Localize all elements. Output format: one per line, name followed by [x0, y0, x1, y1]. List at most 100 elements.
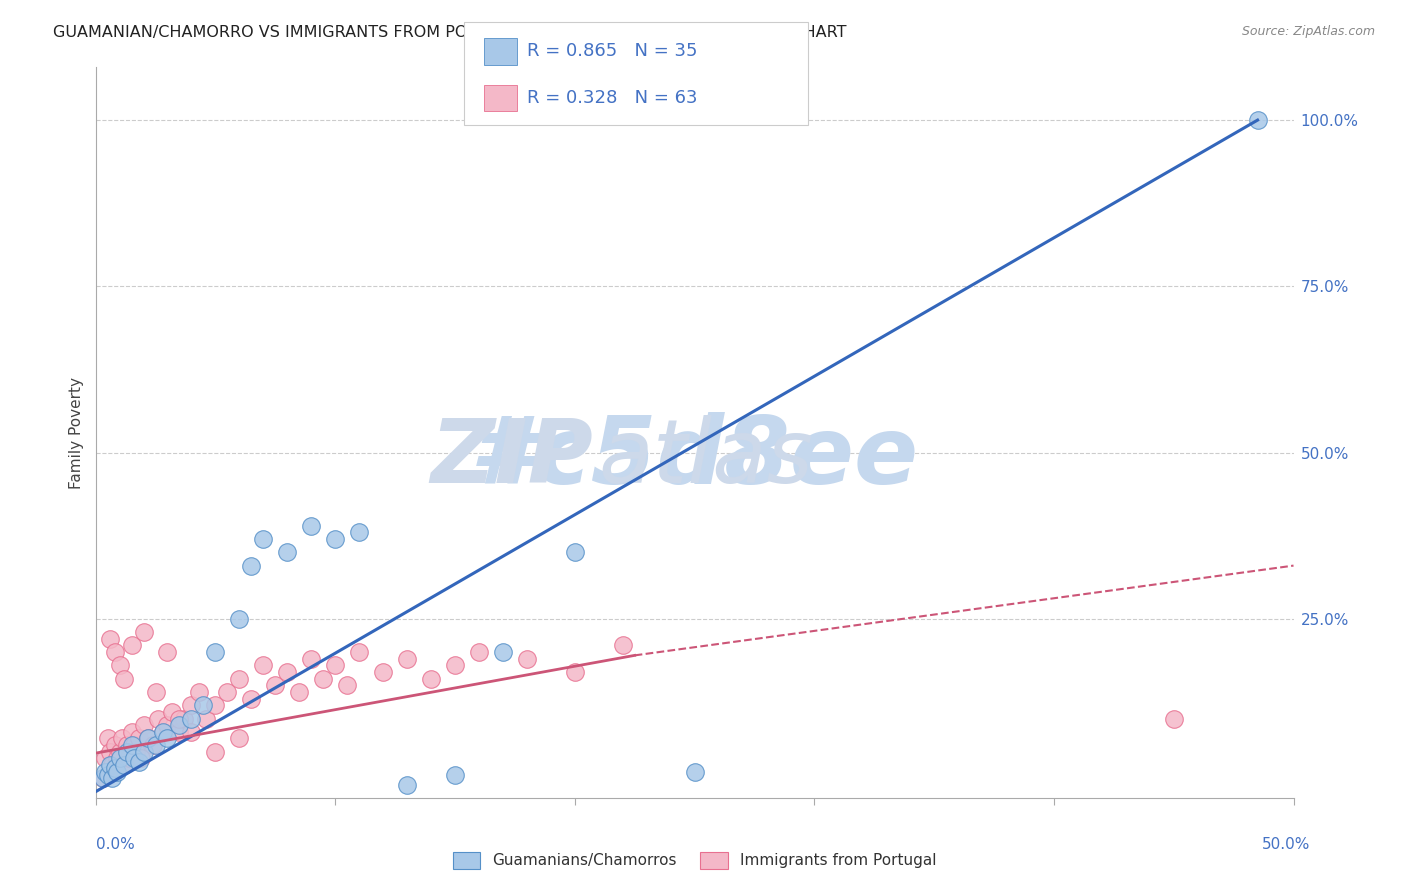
Point [492, 645, 515, 659]
Point [299, 651, 322, 665]
Point [252, 532, 274, 546]
Point [101, 758, 124, 772]
Point [94, 751, 117, 765]
Point [142, 738, 165, 752]
Point [276, 665, 298, 679]
Point [91, 772, 114, 786]
Point [169, 712, 191, 726]
Point [276, 545, 298, 559]
Point [204, 645, 226, 659]
Point [108, 745, 131, 759]
Point [136, 731, 159, 746]
Point [145, 738, 167, 752]
Point [169, 724, 191, 739]
Point [1246, 113, 1268, 128]
Point [420, 672, 443, 686]
Point [396, 778, 419, 792]
Point [146, 712, 169, 726]
Point [112, 672, 135, 686]
Text: atlas: atlas [599, 415, 814, 501]
Point [371, 665, 394, 679]
Point [396, 651, 419, 665]
Point [299, 518, 322, 533]
Point [122, 738, 145, 752]
Text: GUAMANIAN/CHAMORRO VS IMMIGRANTS FROM PORTUGAL FAMILY POVERTY CORRELATION CHART: GUAMANIAN/CHAMORRO VS IMMIGRANTS FROM PO… [53, 25, 846, 40]
Point [104, 645, 127, 659]
Point [136, 731, 159, 746]
Legend: Guamanians/Chamorros, Immigrants from Portugal: Guamanians/Chamorros, Immigrants from Po… [447, 846, 942, 875]
Point [180, 724, 202, 739]
Point [115, 745, 138, 759]
Point [516, 651, 538, 665]
Point [105, 751, 128, 765]
Point [564, 545, 586, 559]
Point [108, 751, 131, 765]
Point [612, 639, 634, 653]
Point [336, 678, 359, 692]
Point [112, 758, 135, 772]
Point [101, 772, 124, 786]
Point [104, 761, 127, 775]
Point [94, 764, 117, 779]
Point [156, 645, 179, 659]
Point [121, 738, 143, 752]
Text: #c5d8ee: #c5d8ee [470, 412, 920, 504]
Point [228, 731, 250, 746]
Point [193, 698, 215, 713]
Point [97, 768, 120, 782]
Point [194, 712, 217, 726]
Point [187, 685, 209, 699]
Text: ZIP: ZIP [430, 415, 593, 501]
Point [98, 758, 121, 772]
Text: 0.0%: 0.0% [96, 838, 135, 852]
Point [125, 745, 148, 759]
Point [132, 745, 155, 759]
Point [156, 718, 179, 732]
Point [228, 612, 250, 626]
Point [105, 764, 128, 779]
Text: 50.0%: 50.0% [1263, 838, 1310, 852]
Point [104, 738, 127, 752]
Point [108, 658, 131, 673]
Point [169, 718, 191, 732]
Point [347, 525, 370, 540]
Point [312, 672, 335, 686]
Point [444, 768, 467, 782]
Point [1163, 712, 1185, 726]
Point [132, 718, 155, 732]
Point [347, 645, 370, 659]
Point [217, 685, 239, 699]
Point [128, 755, 150, 769]
Point [112, 758, 135, 772]
Point [122, 751, 145, 765]
Point [98, 632, 121, 646]
Point [323, 532, 346, 546]
Point [240, 691, 263, 706]
Y-axis label: Family Poverty: Family Poverty [69, 376, 84, 489]
Point [204, 745, 226, 759]
Point [444, 658, 467, 673]
Point [180, 698, 202, 713]
Point [115, 738, 138, 752]
Point [683, 764, 706, 779]
Point [91, 772, 114, 786]
Text: R = 0.865   N = 35: R = 0.865 N = 35 [527, 42, 697, 60]
Point [121, 639, 143, 653]
Point [228, 672, 250, 686]
Point [162, 705, 184, 719]
Point [288, 685, 311, 699]
Point [240, 558, 263, 573]
Point [564, 665, 586, 679]
Point [156, 731, 179, 746]
Point [152, 724, 174, 739]
Point [129, 751, 152, 765]
Point [264, 678, 287, 692]
Point [132, 625, 155, 640]
Point [252, 658, 274, 673]
Point [204, 698, 226, 713]
Point [173, 712, 195, 726]
Point [121, 724, 143, 739]
Point [468, 645, 491, 659]
Text: Source: ZipAtlas.com: Source: ZipAtlas.com [1241, 25, 1375, 38]
Point [97, 731, 120, 746]
